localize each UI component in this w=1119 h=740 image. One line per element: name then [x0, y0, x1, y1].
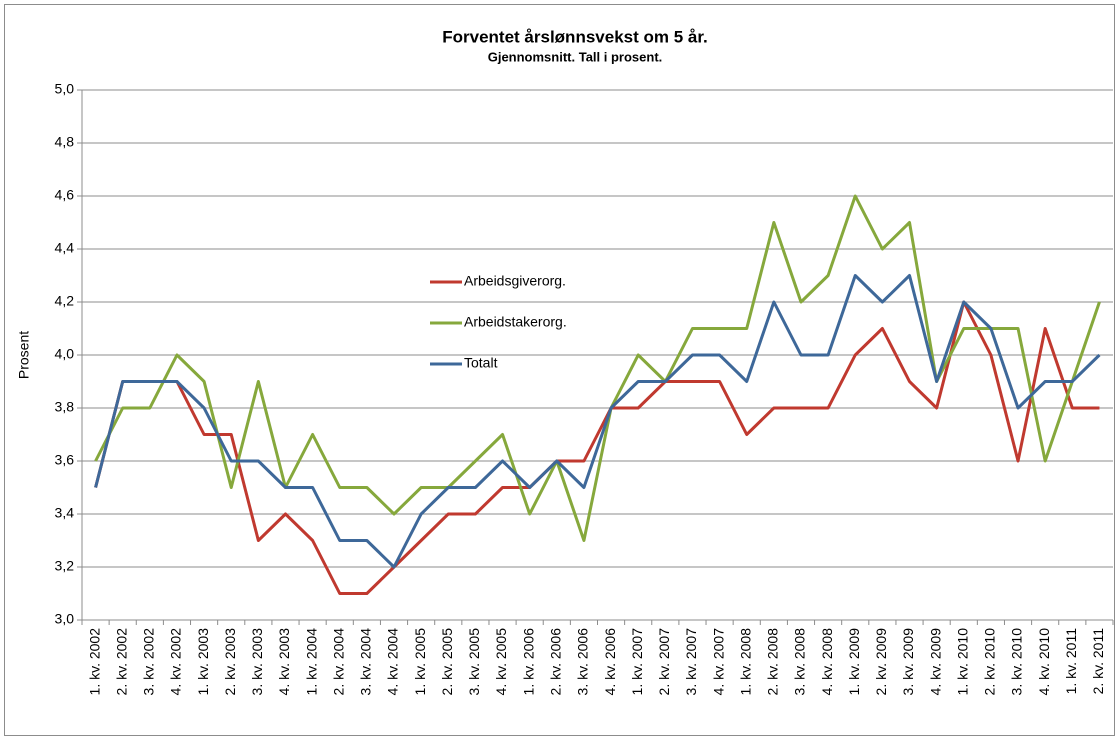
x-tick-label: 4. kv. 2002: [168, 628, 184, 696]
series-line: [94, 300, 1100, 595]
x-tick-label: 3. kv. 2008: [792, 628, 808, 696]
y-tick-label: 3,2: [55, 558, 75, 574]
x-tick-label: 2. kv. 2010: [982, 628, 998, 696]
x-tick-label: 2. kv. 2008: [765, 628, 781, 696]
x-tick-label: 2. kv. 2007: [656, 628, 672, 696]
x-tick-label: 1. kv. 2010: [954, 628, 970, 696]
chart-title: Forventet årslønnsvekst om 5 år.: [442, 27, 708, 46]
x-tick-label: 2. kv. 2011: [1090, 628, 1106, 695]
x-tick-label: 4. kv. 2004: [385, 628, 401, 696]
chart-border: [4, 4, 1115, 736]
x-tick-label: 3. kv. 2003: [249, 628, 265, 696]
legend-label: Arbeidsgiverorg.: [464, 273, 566, 289]
x-tick-label: 1. kv. 2005: [412, 628, 428, 696]
x-tick-label: 3. kv. 2007: [683, 628, 699, 696]
x-tick-label: 3. kv. 2006: [575, 628, 591, 696]
x-tick-label: 2. kv. 2003: [222, 628, 238, 696]
x-tick-label: 1. kv. 2011: [1063, 628, 1079, 695]
legend-label: Arbeidstakerorg.: [464, 314, 567, 330]
chart-subtitle: Gjennomsnitt. Tall i prosent.: [488, 49, 663, 64]
x-tick-label: 3. kv. 2005: [466, 628, 482, 696]
x-tick-label: 4. kv. 2006: [602, 628, 618, 696]
y-tick-label: 4,4: [55, 240, 75, 256]
x-tick-label: 4. kv. 2010: [1036, 628, 1052, 696]
x-tick-label: 4. kv. 2007: [710, 628, 726, 696]
x-tick-label: 3. kv. 2004: [358, 628, 374, 696]
x-tick-label: 1. kv. 2002: [86, 628, 102, 696]
y-tick-label: 3,6: [55, 452, 75, 468]
x-tick-label: 2. kv. 2002: [113, 628, 129, 696]
y-tick-label: 5,0: [55, 81, 75, 97]
x-tick-label: 3. kv. 2002: [141, 628, 157, 696]
x-tick-label: 1. kv. 2008: [737, 628, 753, 696]
y-tick-label: 3,0: [55, 611, 75, 627]
x-tick-label: 1. kv. 2007: [629, 628, 645, 696]
x-tick-label: 4. kv. 2009: [927, 628, 943, 696]
series-line: [94, 274, 1101, 569]
y-tick-label: 4,8: [55, 134, 75, 150]
x-tick-label: 3. kv. 2009: [900, 628, 916, 696]
x-tick-label: 1. kv. 2003: [195, 628, 211, 696]
x-tick-label: 3. kv. 2010: [1009, 628, 1025, 696]
x-tick-label: 1. kv. 2006: [520, 628, 536, 696]
y-tick-label: 3,4: [55, 505, 75, 521]
y-tick-label: 4,2: [55, 293, 75, 309]
x-tick-label: 4. kv. 2005: [493, 628, 509, 696]
legend-label: Totalt: [464, 355, 498, 371]
series-line: [94, 194, 1101, 542]
x-tick-label: 2. kv. 2009: [873, 628, 889, 696]
x-tick-label: 1. kv. 2009: [846, 628, 862, 696]
y-tick-label: 4,0: [55, 346, 75, 362]
y-tick-label: 3,8: [55, 399, 75, 415]
y-tick-label: 4,6: [55, 187, 75, 203]
x-tick-label: 4. kv. 2003: [276, 628, 292, 696]
x-tick-label: 2. kv. 2004: [330, 628, 346, 696]
x-tick-label: 2. kv. 2005: [439, 628, 455, 696]
x-tick-label: 4. kv. 2008: [819, 628, 835, 696]
x-tick-label: 2. kv. 2006: [548, 628, 564, 696]
y-axis-label: Prosent: [16, 331, 32, 379]
x-tick-label: 1. kv. 2004: [303, 628, 319, 696]
